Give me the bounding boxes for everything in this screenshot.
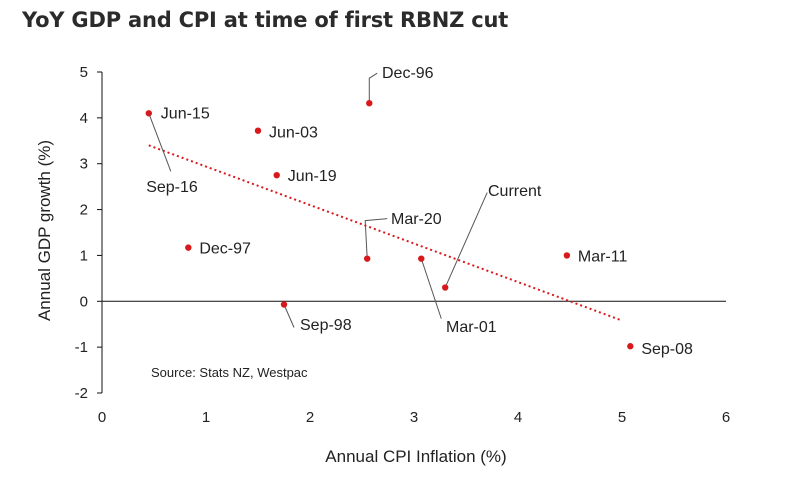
point-label: Jun-15	[161, 105, 210, 122]
chart-title: YoY GDP and CPI at time of first RBNZ cu…	[22, 8, 509, 32]
point-label: Mar-11	[578, 248, 628, 265]
y-tick-label: -2	[75, 385, 88, 402]
trendline	[148, 144, 623, 322]
data-point	[273, 171, 280, 179]
data-point	[254, 127, 262, 134]
point-label: Dec-96	[382, 65, 434, 82]
data-point	[366, 99, 373, 107]
leader-line	[283, 304, 295, 328]
point-label: Sep-08	[641, 341, 693, 358]
y-tick-label: 0	[80, 293, 88, 310]
x-tick-label: 2	[306, 409, 314, 426]
y-tick-label: 4	[80, 110, 88, 127]
leader-line	[148, 113, 172, 172]
data-point	[185, 244, 192, 251]
y-tick-label: 2	[80, 202, 88, 219]
data-point	[418, 255, 425, 262]
point-label: Jun-03	[269, 125, 318, 142]
point-label: Mar-20	[391, 211, 442, 228]
x-tick-label: 5	[618, 409, 626, 426]
leader-line	[368, 72, 378, 104]
leader-line	[364, 218, 388, 259]
data-point	[364, 255, 371, 262]
point-label: Current	[488, 183, 542, 200]
point-label: Dec-97	[199, 241, 251, 258]
source-note: Source: Stats NZ, Westpac	[151, 365, 308, 380]
point-label: Sep-98	[300, 317, 352, 334]
data-point	[563, 252, 571, 259]
leader-line	[420, 258, 442, 319]
y-axis-title: Annual GDP growth (%)	[35, 140, 54, 321]
x-tick-label: 3	[410, 409, 418, 426]
y-tick-label: 1	[80, 247, 88, 264]
x-tick-label: 4	[514, 409, 522, 426]
point-label: Jun-19	[288, 168, 337, 185]
x-tick-label: 1	[202, 409, 210, 426]
point-label: Sep-16	[146, 179, 198, 196]
data-point	[442, 284, 449, 291]
y-tick-label: -1	[75, 339, 88, 356]
y-tick-label: 3	[80, 156, 88, 173]
x-axis-title: Annual CPI Inflation (%)	[325, 447, 506, 466]
point-label: Mar-01	[446, 319, 497, 336]
data-point	[280, 301, 288, 308]
leader-line	[444, 192, 488, 288]
data-point	[627, 343, 634, 350]
y-tick-label: 5	[80, 64, 88, 81]
x-tick-label: 0	[98, 409, 106, 426]
x-tick-label: 6	[722, 409, 730, 426]
